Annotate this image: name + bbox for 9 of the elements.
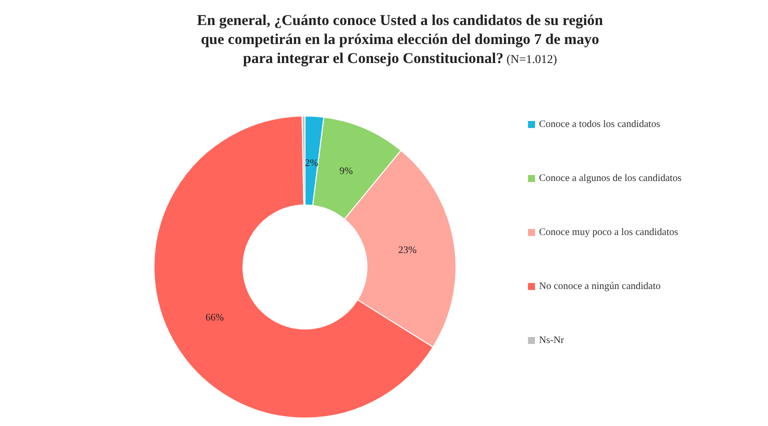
chart-subtitle: (N=1.012) (506, 52, 557, 66)
legend-label: Ns-Nr (539, 334, 564, 347)
legend-label: Conoce a algunos de los candidatos (539, 172, 682, 185)
legend-label: No conoce a ningún candidato (539, 280, 661, 293)
legend-label: Conoce a todos los candidatos (539, 118, 660, 131)
data-label: 9% (339, 166, 353, 178)
data-label: 66% (205, 312, 224, 324)
data-label: 23% (398, 244, 417, 256)
legend-label: Conoce muy poco a los candidatos (539, 226, 678, 239)
